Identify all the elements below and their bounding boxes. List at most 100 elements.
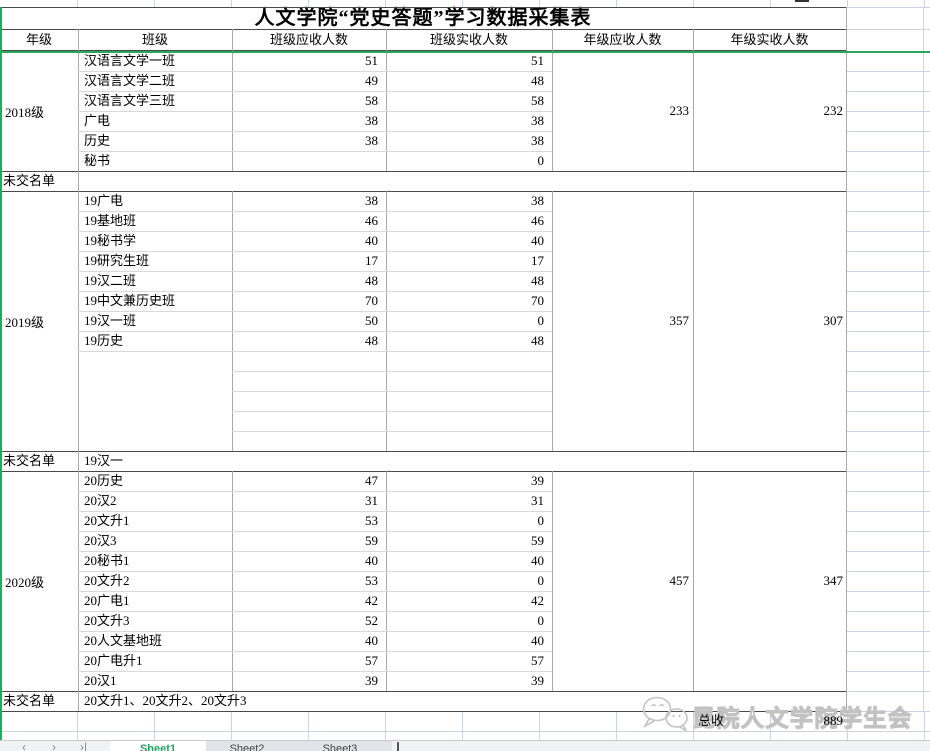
cell-class-got[interactable]: 48 bbox=[531, 273, 544, 288]
cell-class-name[interactable]: 20汉2 bbox=[84, 493, 117, 508]
header-cell[interactable]: 年级应收人数 bbox=[583, 32, 662, 47]
cell-class-got[interactable]: 0 bbox=[537, 513, 545, 528]
cell-class-got[interactable]: 0 bbox=[537, 313, 545, 328]
header-cell[interactable]: 班级应收人数 bbox=[269, 32, 348, 47]
cell-class-name[interactable]: 秘书 bbox=[84, 153, 111, 168]
cell-class-got[interactable]: 48 bbox=[531, 333, 544, 348]
cell-class-due[interactable]: 57 bbox=[365, 653, 378, 668]
cell-class-got[interactable]: 42 bbox=[531, 593, 544, 608]
cell-class-due[interactable]: 53 bbox=[365, 573, 378, 588]
cell-class-got[interactable]: 0 bbox=[537, 613, 545, 628]
cell-class-got[interactable]: 38 bbox=[531, 133, 544, 148]
cell-class-name[interactable]: 19研究生班 bbox=[84, 253, 150, 268]
cell-class-name[interactable]: 19汉二班 bbox=[84, 273, 137, 288]
cell-class-due[interactable]: 39 bbox=[365, 673, 378, 688]
cell-class-due[interactable]: 59 bbox=[365, 533, 378, 548]
cell-class-due[interactable]: 53 bbox=[365, 513, 378, 528]
cell-grade-due[interactable]: 357 bbox=[669, 313, 690, 328]
cell-class-due[interactable]: 40 bbox=[365, 633, 378, 648]
sheet-tab-sheet2[interactable]: Sheet2 bbox=[206, 741, 288, 751]
cell-unsubmitted-names[interactable] bbox=[79, 171, 846, 191]
cell-class-got[interactable]: 58 bbox=[531, 93, 544, 108]
cell-class-due[interactable]: 31 bbox=[365, 493, 378, 508]
cell-class-due[interactable]: 48 bbox=[365, 273, 378, 288]
cell-grade[interactable]: 2019级 bbox=[5, 314, 45, 330]
sheet-tab-sheet1[interactable]: Sheet1 bbox=[110, 741, 206, 751]
cell-grade[interactable]: 2020级 bbox=[5, 574, 45, 590]
header-cell[interactable]: 年级实收人数 bbox=[730, 32, 809, 47]
cell-class-got[interactable]: 39 bbox=[531, 473, 544, 488]
cell-grade[interactable]: 2018级 bbox=[5, 104, 45, 120]
cell-class-name[interactable]: 20历史 bbox=[84, 473, 124, 488]
cell-class-name[interactable]: 20广电升1 bbox=[84, 653, 143, 668]
footer-total-value-cell[interactable]: 889 bbox=[823, 713, 844, 728]
cell-class-got[interactable]: 31 bbox=[531, 493, 544, 508]
cell-class-name[interactable]: 汉语言文学三班 bbox=[84, 93, 176, 108]
cell-unsubmitted-label[interactable]: 未交名单 bbox=[3, 173, 56, 188]
cell-class-got[interactable]: 46 bbox=[531, 213, 544, 228]
cell-unsubmitted-names[interactable]: 19汉一 bbox=[84, 453, 124, 468]
header-cell[interactable]: 年级 bbox=[25, 32, 52, 47]
cell-grade-got[interactable]: 347 bbox=[823, 573, 844, 588]
cell-class-name[interactable]: 20汉3 bbox=[84, 533, 117, 548]
cell-class-due[interactable]: 52 bbox=[365, 613, 378, 628]
cell-class-name[interactable]: 汉语言文学一班 bbox=[84, 53, 176, 68]
cell-class-due[interactable]: 50 bbox=[365, 313, 378, 328]
sheet-tab-sheet3[interactable]: Sheet3 bbox=[288, 741, 392, 751]
cell-class-due[interactable]: 42 bbox=[365, 593, 378, 608]
cell-class-got[interactable]: 59 bbox=[531, 533, 544, 548]
cell-class-name[interactable]: 19中文兼历史班 bbox=[84, 293, 176, 308]
cell-unsubmitted-names[interactable]: 20文升1、20文升2、20文升3 bbox=[84, 693, 247, 708]
cell-class-due[interactable] bbox=[232, 151, 382, 171]
table-title-cell[interactable]: 人文学院“党史答题”学习数据采集表 bbox=[254, 7, 592, 29]
cell-class-name[interactable]: 20人文基地班 bbox=[84, 633, 163, 648]
cell-class-name[interactable]: 19基地班 bbox=[84, 213, 137, 228]
cell-class-due[interactable]: 40 bbox=[365, 233, 378, 248]
footer-total-label-cell[interactable]: 总收 bbox=[698, 713, 725, 728]
tab-scroll-prev-icon[interactable]: ‹ bbox=[22, 740, 26, 751]
cell-class-got[interactable]: 40 bbox=[531, 633, 544, 648]
cell-class-due[interactable]: 38 bbox=[365, 113, 378, 128]
cell-class-due[interactable]: 46 bbox=[365, 213, 378, 228]
cell-class-name[interactable]: 20文升3 bbox=[84, 613, 130, 628]
cell-class-due[interactable]: 38 bbox=[365, 193, 378, 208]
header-cell[interactable]: 班级实收人数 bbox=[429, 32, 508, 47]
cell-class-due[interactable]: 51 bbox=[365, 53, 378, 68]
header-cell[interactable]: 班级 bbox=[141, 32, 168, 47]
cell-class-name[interactable]: 广电 bbox=[84, 113, 111, 128]
cell-class-due[interactable]: 48 bbox=[365, 333, 378, 348]
cell-class-got[interactable]: 40 bbox=[531, 553, 544, 568]
cell-class-name[interactable]: 19广电 bbox=[84, 193, 124, 208]
cell-class-name[interactable]: 20文升2 bbox=[84, 573, 130, 588]
cell-class-name[interactable]: 19历史 bbox=[84, 333, 124, 348]
cell-class-due[interactable]: 49 bbox=[365, 73, 378, 88]
cell-grade-due[interactable]: 457 bbox=[669, 573, 690, 588]
cell-class-name[interactable]: 历史 bbox=[84, 133, 111, 148]
cell-class-name[interactable]: 19汉一班 bbox=[84, 313, 137, 328]
cell-class-got[interactable]: 51 bbox=[531, 53, 544, 68]
cell-class-got[interactable]: 0 bbox=[537, 573, 545, 588]
cell-grade-got[interactable]: 232 bbox=[823, 103, 844, 118]
cell-class-got[interactable]: 38 bbox=[531, 113, 544, 128]
cell-class-got[interactable]: 40 bbox=[531, 233, 544, 248]
cell-grade-due[interactable]: 233 bbox=[669, 103, 690, 118]
cell-class-got[interactable]: 39 bbox=[531, 673, 544, 688]
cell-class-due[interactable]: 17 bbox=[365, 253, 378, 268]
cell-grade-got[interactable]: 307 bbox=[823, 313, 844, 328]
cell-class-name[interactable]: 19秘书学 bbox=[84, 233, 137, 248]
cell-class-name[interactable]: 汉语言文学二班 bbox=[84, 73, 176, 88]
cell-class-got[interactable]: 0 bbox=[537, 153, 545, 168]
cell-class-name[interactable]: 20秘书1 bbox=[84, 553, 130, 568]
cell-class-due[interactable]: 40 bbox=[365, 553, 378, 568]
cell-class-got[interactable]: 70 bbox=[531, 293, 544, 308]
cell-class-due[interactable]: 47 bbox=[365, 473, 378, 488]
cell-class-name[interactable]: 20广电1 bbox=[84, 593, 130, 608]
cell-class-got[interactable]: 48 bbox=[531, 73, 544, 88]
cell-class-name[interactable]: 20汉1 bbox=[84, 673, 117, 688]
cell-class-got[interactable]: 57 bbox=[531, 653, 544, 668]
cell-unsubmitted-label[interactable]: 未交名单 bbox=[3, 453, 56, 468]
cell-class-due[interactable]: 70 bbox=[365, 293, 378, 308]
cell-class-got[interactable]: 17 bbox=[531, 253, 544, 268]
cell-class-due[interactable]: 38 bbox=[365, 133, 378, 148]
cell-class-name[interactable]: 20文升1 bbox=[84, 513, 130, 528]
